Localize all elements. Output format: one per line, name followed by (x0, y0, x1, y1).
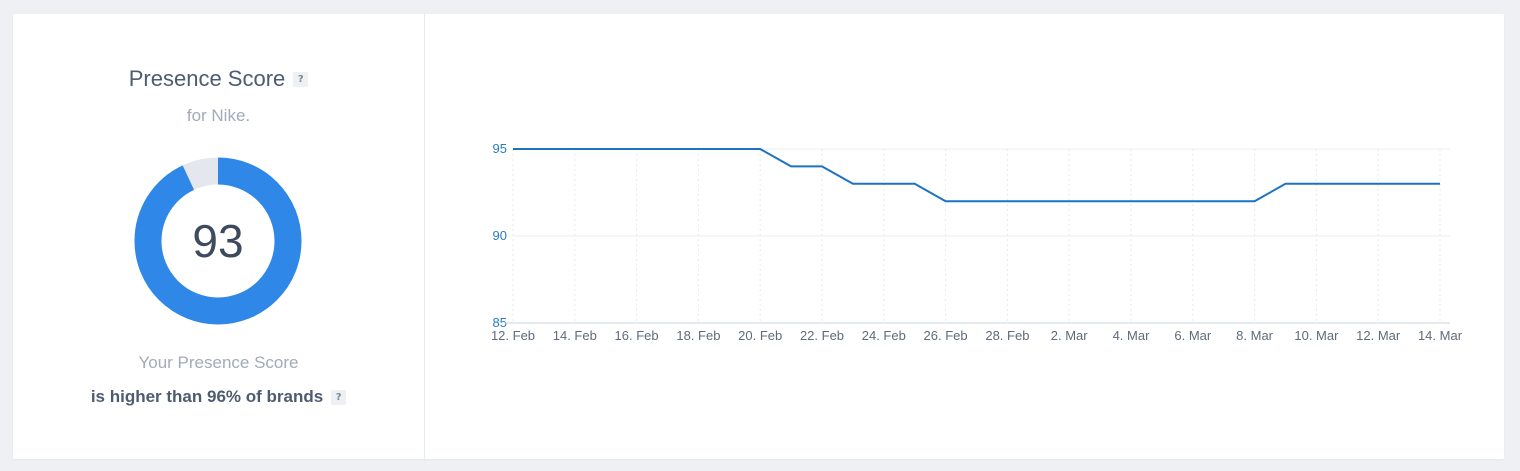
y-tick-label: 85 (493, 315, 507, 330)
score-caption: Your Presence Score (138, 353, 299, 372)
donut-score-arc (134, 157, 302, 325)
brand-subtitle: for Nike. (186, 106, 251, 125)
x-tick-label: 6. Mar (1174, 328, 1212, 343)
score-comparison: is higher than 96% of brands (90, 387, 324, 406)
x-tick-label: 14. Mar (1418, 328, 1463, 343)
y-tick-label: 95 (493, 141, 507, 156)
x-tick-label: 8. Mar (1236, 328, 1274, 343)
score-title-row: Presence Score ? (13, 66, 424, 92)
presence-score-card: Presence Score ? for Nike. 93 Your Prese… (13, 14, 1504, 459)
x-tick-label: 10. Mar (1294, 328, 1339, 343)
x-tick-label: 4. Mar (1113, 328, 1151, 343)
score-panel: Presence Score ? for Nike. 93 Your Prese… (13, 14, 425, 459)
help-icon[interactable]: ? (331, 389, 347, 405)
x-tick-label: 20. Feb (738, 328, 782, 343)
series-line (513, 148, 1440, 203)
donut-chart (134, 157, 302, 325)
x-tick-label: 2. Mar (1051, 328, 1089, 343)
y-tick-label: 90 (493, 228, 507, 243)
score-comparison-row: is higher than 96% of brands ? (13, 387, 424, 407)
page-title: Presence Score (128, 66, 286, 91)
x-tick-label: 26. Feb (924, 328, 968, 343)
x-tick-label: 28. Feb (985, 328, 1029, 343)
help-icon[interactable]: ? (293, 71, 309, 87)
x-tick-label: 12. Mar (1356, 328, 1401, 343)
x-tick-label: 16. Feb (615, 328, 659, 343)
x-tick-label: 14. Feb (553, 328, 597, 343)
score-donut: 93 (134, 157, 302, 325)
x-tick-label: 24. Feb (862, 328, 906, 343)
x-tick-label: 18. Feb (676, 328, 720, 343)
presence-score-line-chart: 85 90 95 12. Feb 14. Feb 16. Feb 18. Feb 20. Fe… (491, 141, 1463, 343)
chart-panel: 85 90 95 12. Feb 14. Feb 16. Feb 18. Feb 20. Fe… (425, 14, 1504, 459)
x-tick-label: 22. Feb (800, 328, 844, 343)
x-tick-label: 12. Feb (491, 328, 535, 343)
score-value: 93 (192, 215, 244, 267)
